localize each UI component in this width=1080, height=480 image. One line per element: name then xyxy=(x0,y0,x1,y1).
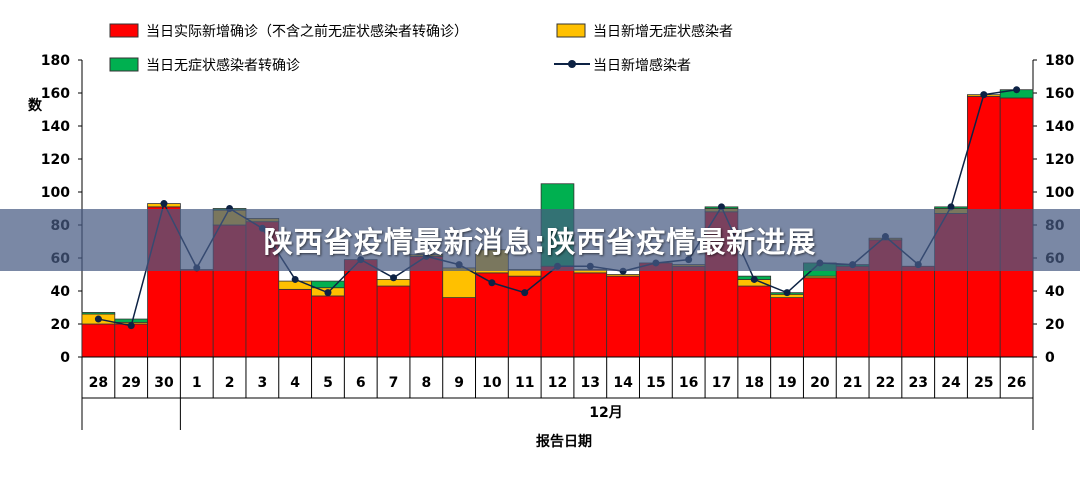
bar-segment-confirmed xyxy=(409,255,444,358)
bar-segment-confirmed xyxy=(507,275,542,358)
bar-segment-confirmed xyxy=(835,265,870,358)
total-infections-point xyxy=(291,275,299,283)
x-tick-label: 9 xyxy=(454,375,464,391)
x-tick-label: 26 xyxy=(1007,375,1026,391)
y-tick-label-left: 40 xyxy=(51,284,71,300)
y-tick-label-left: 20 xyxy=(51,317,71,333)
bar-segment-confirmed xyxy=(770,297,804,358)
x-tick-label: 15 xyxy=(646,375,665,391)
bar-segment-converted xyxy=(114,318,148,323)
bar-segment-confirmed xyxy=(606,275,640,358)
y-tick-label-right: 180 xyxy=(1045,53,1074,69)
bar-segment-confirmed xyxy=(475,272,509,358)
legend-swatch-total-marker xyxy=(568,60,576,68)
total-infections-point xyxy=(94,315,102,323)
total-infections-point xyxy=(750,275,758,283)
y-tick-label-right: 120 xyxy=(1045,152,1074,168)
bar-segment-confirmed xyxy=(442,297,476,358)
x-tick-label: 16 xyxy=(679,375,698,391)
legend-label-converted: 当日无症状感染者转确诊 xyxy=(146,57,300,74)
x-tick-label: 28 xyxy=(89,375,108,391)
x-tick-label: 14 xyxy=(613,375,633,391)
title-banner: 陕西省疫情最新消息:陕西省疫情最新进展 xyxy=(0,209,1080,271)
x-tick-label: 7 xyxy=(389,375,399,391)
x-tick-label: 1 xyxy=(192,375,202,391)
x-tick-label: 10 xyxy=(482,375,502,391)
bar-segment-confirmed xyxy=(278,288,312,358)
y-tick-label-left: 140 xyxy=(41,119,70,135)
bar-segment-confirmed xyxy=(179,269,214,358)
x-tick-label: 19 xyxy=(777,375,796,391)
legend-swatch-converted xyxy=(109,57,139,72)
y-tick-label-right: 160 xyxy=(1045,86,1074,102)
legend-label-asymptomatic: 当日新增无症状感染者 xyxy=(593,23,733,40)
y-tick-label-left: 100 xyxy=(41,185,70,201)
bar-segment-confirmed xyxy=(737,285,772,358)
y-tick-label-right: 20 xyxy=(1045,317,1065,333)
bar-segment-confirmed xyxy=(540,265,575,358)
x-axis-label: 报告日期 xyxy=(536,433,592,450)
bar-segment-confirmed xyxy=(376,285,411,358)
bar-segment-confirmed xyxy=(81,323,116,358)
total-infections-point xyxy=(783,289,791,297)
x-tick-label: 4 xyxy=(290,375,300,391)
total-infections-point xyxy=(521,289,529,297)
total-infections-point xyxy=(160,200,168,208)
legend: 当日实际新增确诊（不含之前无症状感染者转确诊） 当日新增无症状感染者 当日无症状… xyxy=(109,23,733,74)
y-tick-label-left: 0 xyxy=(60,350,70,366)
total-infections-point xyxy=(488,279,496,287)
x-tick-label: 11 xyxy=(515,375,534,391)
total-infections-point xyxy=(1013,86,1021,94)
bar-segment-confirmed xyxy=(671,265,706,358)
x-tick-label: 5 xyxy=(323,375,333,391)
banner-title: 陕西省疫情最新消息:陕西省疫情最新进展 xyxy=(263,225,817,259)
bar-segment-confirmed xyxy=(573,272,608,358)
y-tick-label-right: 0 xyxy=(1045,350,1055,366)
bar-segment-confirmed xyxy=(639,262,673,358)
x-tick-label: 30 xyxy=(154,375,174,391)
bar-segment-confirmed xyxy=(311,295,345,358)
total-infections-point xyxy=(980,91,988,99)
x-tick-label: 8 xyxy=(421,375,431,391)
y-tick-label-left: 120 xyxy=(41,152,70,168)
legend-label-confirmed: 当日实际新增确诊（不含之前无症状感染者转确诊） xyxy=(146,23,468,40)
bar-segment-asymptomatic xyxy=(442,267,476,298)
total-infections-point xyxy=(127,322,135,330)
x-tick-label: 21 xyxy=(843,375,862,391)
legend-swatch-asymptomatic xyxy=(556,23,586,38)
total-infections-point xyxy=(717,203,725,211)
y-tick-label-left: 160 xyxy=(41,86,70,102)
x-tick-label: 24 xyxy=(941,375,961,391)
x-tick-label: 22 xyxy=(876,375,895,391)
y-tick-label-left: 180 xyxy=(41,53,70,69)
total-infections-point xyxy=(947,203,955,211)
y-tick-label-right: 40 xyxy=(1045,284,1065,300)
x-tick-label: 13 xyxy=(581,375,600,391)
legend-label-total: 当日新增感染者 xyxy=(593,57,691,74)
bar-segment-converted xyxy=(81,312,116,315)
y-tick-label-right: 100 xyxy=(1045,185,1074,201)
bar-segment-confirmed xyxy=(803,277,837,358)
y-axis-label: 数 xyxy=(28,97,43,114)
x-tick-label: 23 xyxy=(908,375,927,391)
x-tick-label: 18 xyxy=(745,375,764,391)
total-infections-point xyxy=(390,274,398,282)
bar-segment-confirmed xyxy=(901,265,936,358)
x-tick-label: 29 xyxy=(121,375,140,391)
x-tick-label: 12 xyxy=(548,375,567,391)
legend-swatch-confirmed xyxy=(109,23,139,38)
x-tick-label: 20 xyxy=(810,375,830,391)
x-tick-label: 2 xyxy=(225,375,235,391)
total-infections-point xyxy=(324,289,332,297)
x-tick-label: 3 xyxy=(257,375,267,391)
x-tick-label: 17 xyxy=(712,375,731,391)
x-tick-label: 6 xyxy=(356,375,366,391)
x-tick-label: 25 xyxy=(974,375,993,391)
y-tick-label-right: 140 xyxy=(1045,119,1074,135)
bar-segment-confirmed xyxy=(343,259,378,358)
bar-segment-asymptomatic xyxy=(606,274,640,277)
x-group-label: 12月 xyxy=(589,405,622,421)
